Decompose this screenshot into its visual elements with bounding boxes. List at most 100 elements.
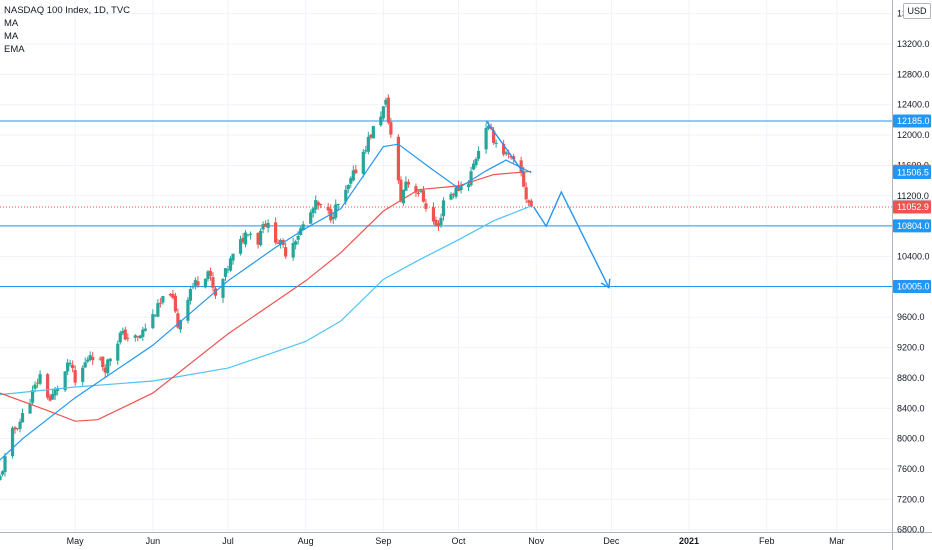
x-tick-label: Sep	[375, 536, 391, 546]
candle-body	[419, 190, 423, 192]
y-tick-label: 7200.0	[897, 494, 925, 504]
candle-body	[469, 171, 473, 186]
candle-body	[158, 302, 162, 304]
candle-body	[349, 178, 353, 184]
legend-symbol: NASDAQ 100 Index, 1D, TVC	[4, 5, 131, 16]
candle-body	[296, 236, 300, 240]
candle-body	[91, 356, 95, 361]
candle-body	[3, 456, 7, 473]
candle-body	[86, 359, 90, 362]
candle-body	[276, 242, 280, 244]
level-price-tag-bg	[893, 114, 931, 128]
candle-body	[118, 332, 122, 343]
x-tick-label: Jun	[146, 536, 161, 546]
candle-body	[396, 136, 400, 181]
candle-body	[471, 163, 476, 170]
candle-body	[196, 281, 200, 286]
y-tick-label: 8400.0	[897, 403, 925, 413]
candle-body	[88, 355, 92, 360]
candle-body	[494, 142, 498, 144]
candle-body	[439, 217, 443, 225]
candle-body	[346, 184, 350, 190]
candle-body	[389, 122, 393, 135]
ma-red-line	[0, 170, 532, 422]
candle-body	[441, 200, 446, 217]
candle-body	[351, 170, 355, 181]
candle-body	[211, 277, 215, 288]
ema-line	[0, 205, 532, 396]
y-tick-label: 10400.0	[897, 252, 930, 262]
candle-body	[51, 394, 55, 400]
candle-body	[404, 181, 408, 191]
candle-body	[354, 169, 358, 174]
candle-body	[256, 232, 260, 245]
candle-body	[279, 239, 283, 245]
y-tick-label: 12000.0	[897, 130, 930, 140]
candle-body	[168, 294, 172, 296]
candle-body	[527, 200, 531, 203]
candle-body	[316, 202, 320, 206]
candle-body	[436, 223, 441, 227]
candle-body	[364, 150, 368, 152]
level-price-tag-bg	[893, 219, 931, 233]
candle-body	[151, 314, 155, 329]
candle-body	[416, 192, 421, 194]
candle-body	[431, 207, 436, 222]
candle-body	[221, 278, 225, 298]
candle-body	[231, 253, 235, 261]
ma-blue-line	[0, 143, 532, 461]
candle-body	[522, 172, 526, 187]
candles	[0, 94, 533, 481]
candle-body	[476, 150, 481, 159]
candle-body	[454, 187, 458, 197]
candle-body	[238, 239, 243, 254]
candle-body	[28, 403, 32, 414]
candle-body	[0, 475, 2, 481]
currency-button[interactable]: USD	[903, 3, 931, 19]
grid	[0, 0, 892, 532]
candle-body	[421, 190, 426, 202]
candle-body	[56, 388, 60, 391]
last-price-tag-bg	[893, 200, 931, 214]
candle-body	[63, 371, 67, 391]
projection-arrowhead	[600, 278, 611, 289]
candle-body	[331, 216, 335, 219]
candle-body	[226, 269, 230, 271]
y-tick-label: 11200.0	[897, 191, 929, 201]
candle-body	[176, 313, 180, 328]
candle-body	[15, 428, 20, 430]
candle-body	[223, 268, 228, 277]
x-tick-label: Mar	[829, 536, 845, 546]
candle-body	[301, 224, 305, 230]
candle-body	[30, 390, 35, 403]
candle-body	[319, 204, 323, 206]
y-tick-label: 8000.0	[897, 434, 925, 444]
candle-body	[371, 126, 375, 139]
trendline	[485, 120, 525, 174]
candle-body	[10, 427, 15, 457]
candle-body	[366, 136, 370, 152]
candle-body	[81, 367, 85, 382]
projection-path	[533, 190, 610, 288]
candle-body	[188, 289, 193, 301]
candle-body	[73, 370, 77, 383]
candle-body	[18, 421, 22, 429]
x-tick-label: Nov	[528, 536, 545, 546]
candle-body	[228, 258, 233, 271]
ma-blue-price-tag-bg	[893, 166, 931, 180]
candle-body	[386, 97, 390, 123]
candle-body	[449, 194, 453, 200]
x-tick-label: May	[67, 536, 85, 546]
candle-body	[136, 336, 140, 338]
candle-body	[263, 223, 268, 227]
candle-body	[258, 230, 263, 246]
candle-body	[466, 184, 471, 188]
candle-body	[156, 303, 160, 317]
candle-body	[243, 232, 248, 245]
candle-body	[519, 160, 523, 172]
level-price-tag: 10005.0	[897, 282, 930, 292]
x-tick-label: Oct	[452, 536, 467, 546]
candle-body	[186, 299, 190, 321]
